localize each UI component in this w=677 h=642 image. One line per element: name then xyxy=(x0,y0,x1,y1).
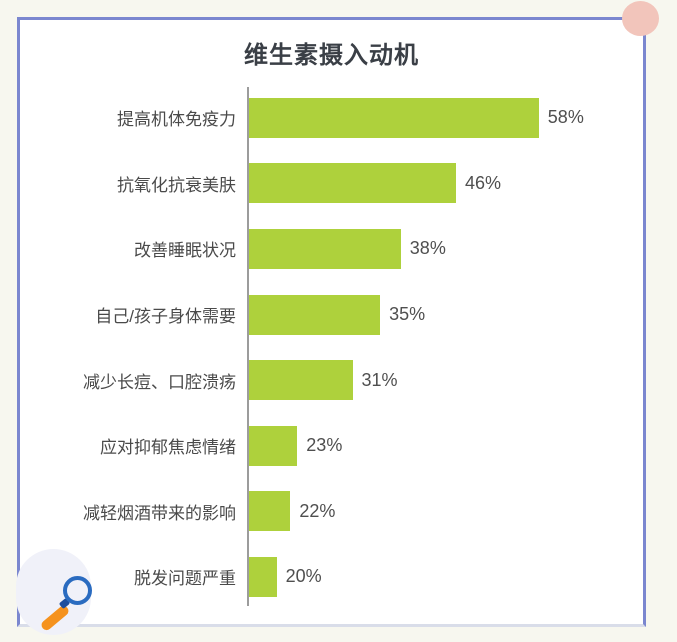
chart-row: 抗氧化抗衰美肤 46% xyxy=(20,151,643,217)
pink-circle-decoration-icon xyxy=(622,1,659,36)
bar xyxy=(249,425,298,466)
chart-row: 应对抑郁焦虑情绪 23% xyxy=(20,413,643,479)
chart-row: 脱发问题严重 20% xyxy=(20,544,643,610)
bar xyxy=(249,163,456,204)
category-label: 应对抑郁焦虑情绪 xyxy=(100,438,236,458)
value-label: 22% xyxy=(299,500,336,521)
category-label: 脱发问题严重 xyxy=(134,569,236,589)
category-label: 抗氧化抗衰美肤 xyxy=(117,175,236,195)
chart-card: 维生素摄入动机 提高机体免疫力 58% 抗氧化抗衰美肤 46% 改善睡眠状况 38% 自己/… xyxy=(17,17,646,627)
value-label: 38% xyxy=(409,238,446,259)
bar xyxy=(249,228,401,269)
bar xyxy=(249,97,539,138)
chart-row: 提高机体免疫力 58% xyxy=(20,85,643,151)
bar-chart: 提高机体免疫力 58% 抗氧化抗衰美肤 46% 改善睡眠状况 38% 自己/孩子身体需要 35… xyxy=(20,85,643,610)
category-label: 减少长痘、口腔溃疡 xyxy=(83,372,236,392)
value-label: 35% xyxy=(389,304,426,325)
category-label: 提高机体免疫力 xyxy=(117,110,236,130)
chart-row: 自己/孩子身体需要 35% xyxy=(20,282,643,348)
bar xyxy=(249,360,353,401)
magnifier-ring xyxy=(63,576,92,605)
bar xyxy=(249,491,291,532)
chart-row: 改善睡眠状况 38% xyxy=(20,216,643,282)
value-label: 23% xyxy=(306,435,343,456)
value-label: 31% xyxy=(361,369,398,390)
y-axis-line xyxy=(247,87,249,606)
magnifier-handle xyxy=(39,603,71,633)
chart-row: 减少长痘、口腔溃疡 31% xyxy=(20,347,643,413)
chart-title: 维生素摄入动机 xyxy=(244,42,419,69)
magnifier-icon xyxy=(30,572,92,634)
value-label: 46% xyxy=(465,172,502,193)
value-label: 20% xyxy=(285,566,322,587)
value-label: 58% xyxy=(547,107,584,128)
category-label: 减轻烟酒带来的影响 xyxy=(83,503,236,523)
bar xyxy=(249,294,381,335)
category-label: 自己/孩子身体需要 xyxy=(95,307,236,327)
chart-row: 减轻烟酒带来的影响 22% xyxy=(20,479,643,545)
bar xyxy=(249,556,277,597)
category-label: 改善睡眠状况 xyxy=(134,241,236,261)
